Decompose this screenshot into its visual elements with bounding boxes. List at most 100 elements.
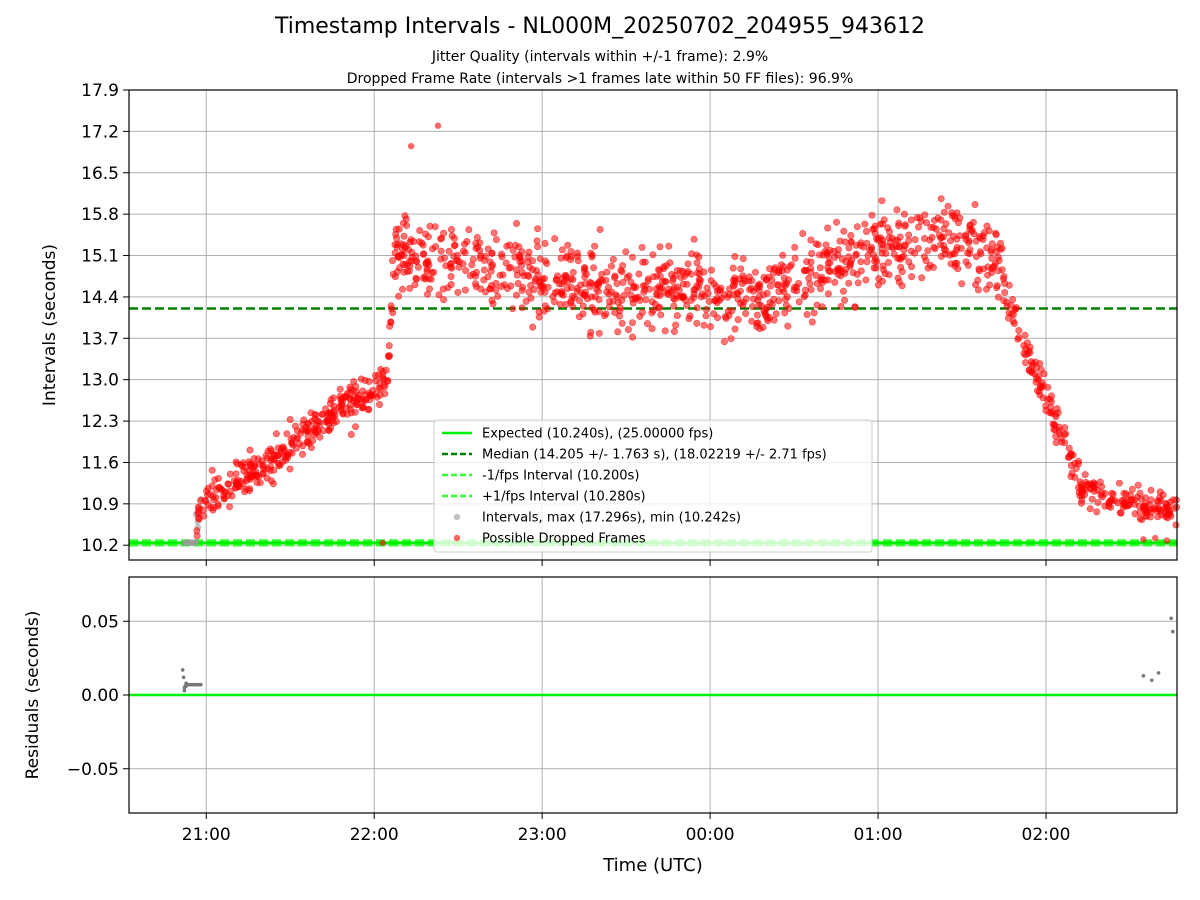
dropped-frame-point [419, 250, 427, 258]
dropped-frame-point [950, 212, 958, 220]
dropped-frame-point [947, 260, 955, 268]
dropped-frame-point [1136, 508, 1144, 516]
dropped-frame-point [800, 293, 808, 301]
dropped-frame-point [790, 286, 798, 294]
dropped-frame-point [318, 410, 326, 418]
dropped-frame-point [494, 292, 502, 300]
dropped-frame-point [985, 227, 993, 235]
dropped-frame-point [639, 258, 647, 266]
dropped-frame-point [233, 460, 241, 468]
dropped-frame-point [676, 267, 684, 275]
residual-point [1171, 629, 1175, 634]
dropped-frame-point [560, 278, 568, 286]
dropped-frame-point [669, 277, 677, 285]
dropped-frame-point [716, 286, 724, 294]
dropped-frame-point [393, 243, 401, 251]
dropped-frame-point [543, 259, 551, 267]
dropped-frame-point [591, 293, 599, 301]
dropped-frame-point [1009, 317, 1017, 325]
dropped-frame-point [888, 234, 896, 242]
residuals-x-ticks: 21:00 22:00 23:00 00:00 01:00 02:00 [182, 813, 1071, 845]
dropped-frame-point [427, 275, 435, 283]
dropped-frame-point [611, 273, 619, 281]
dropped-frame-point [787, 261, 795, 269]
dropped-frame-point [664, 290, 672, 298]
dropped-frame-point [315, 418, 323, 426]
dropped-frame-point [965, 239, 973, 247]
residual-point [184, 684, 188, 688]
dropped-frame-point [795, 298, 803, 306]
x-tick-label: 02:00 [1022, 825, 1071, 845]
dropped-frame-point [750, 295, 758, 303]
dropped-frame-point [791, 254, 799, 262]
residual-point [1156, 671, 1161, 675]
dropped-frame-point [753, 311, 761, 319]
dropped-frame-point [204, 501, 212, 509]
dropped-frame-point [1000, 297, 1008, 305]
dropped-frame-point [279, 443, 287, 451]
dropped-frame-point [1094, 498, 1102, 506]
dropped-frame-point [381, 390, 389, 398]
dropped-frame-point [754, 319, 762, 327]
dropped-frame-point [1005, 281, 1013, 289]
dropped-frame-point [774, 281, 782, 289]
dropped-frame-point [816, 264, 824, 272]
dropped-frame-point [480, 266, 488, 274]
dropped-frame-point [264, 447, 272, 455]
dropped-frame-point [1105, 498, 1113, 506]
dropped-frame-point [745, 277, 753, 285]
dropped-frame-point [1061, 439, 1069, 447]
dropped-frame-point [945, 229, 953, 237]
dropped-frame-point [1021, 359, 1029, 367]
dropped-frame-point [445, 247, 453, 255]
dropped-frame-point [818, 303, 826, 311]
dropped-frame-point [852, 250, 860, 258]
dropped-frame-point [492, 236, 500, 244]
dropped-frame-point [822, 241, 830, 249]
dropped-frame-point [893, 254, 901, 262]
dropped-frame-point [1136, 489, 1144, 497]
dropped-frame-point [1023, 339, 1031, 347]
dropped-frame-point [693, 259, 701, 267]
dropped-frame-point [931, 245, 939, 253]
dropped-frame-point [534, 243, 542, 251]
dropped-frame-point [862, 276, 870, 284]
dropped-frame-point [972, 237, 980, 245]
dropped-frame-rate-subtitle: Dropped Frame Rate (intervals >1 frames … [346, 71, 854, 87]
dropped-frame-point [240, 467, 248, 475]
dropped-frame-point [469, 255, 477, 263]
dropped-frame-point [488, 263, 496, 271]
dropped-frame-point [375, 400, 383, 408]
dropped-frame-point [1062, 430, 1070, 438]
dropped-frame-point [867, 243, 875, 251]
dropped-frame-point [987, 246, 995, 254]
dropped-frame-point [609, 255, 617, 263]
x-tick-label: 23:00 [518, 825, 567, 845]
dropped-frame-point [496, 271, 504, 279]
dropped-frame-point [463, 238, 471, 246]
dropped-frame-point [564, 241, 572, 249]
dropped-frame-point [552, 275, 560, 283]
dropped-frame-point [879, 240, 887, 248]
dropped-frame-point [1147, 496, 1155, 504]
dropped-frame-point [399, 219, 407, 227]
dropped-frame-point [851, 303, 859, 311]
dropped-frame-point [770, 295, 778, 303]
dropped-frame-point [1078, 496, 1086, 504]
dropped-frame-point [381, 383, 389, 391]
residual-point [1169, 616, 1173, 621]
dropped-frame-point [616, 304, 624, 312]
dropped-frame-point [893, 206, 901, 214]
dropped-frame-point [1021, 331, 1029, 339]
dropped-frame-point [579, 302, 587, 310]
legend-box [433, 419, 873, 553]
x-tick-label: 22:00 [350, 825, 399, 845]
dropped-frame-point [527, 281, 535, 289]
dropped-frame-point [926, 261, 934, 269]
dropped-frame-point [522, 297, 530, 305]
dropped-frame-point [918, 274, 926, 282]
legend-swatch-dot [453, 513, 461, 521]
dropped-frame-point [845, 244, 853, 252]
dropped-frame-point [722, 314, 730, 322]
dropped-frame-point [1118, 496, 1126, 504]
